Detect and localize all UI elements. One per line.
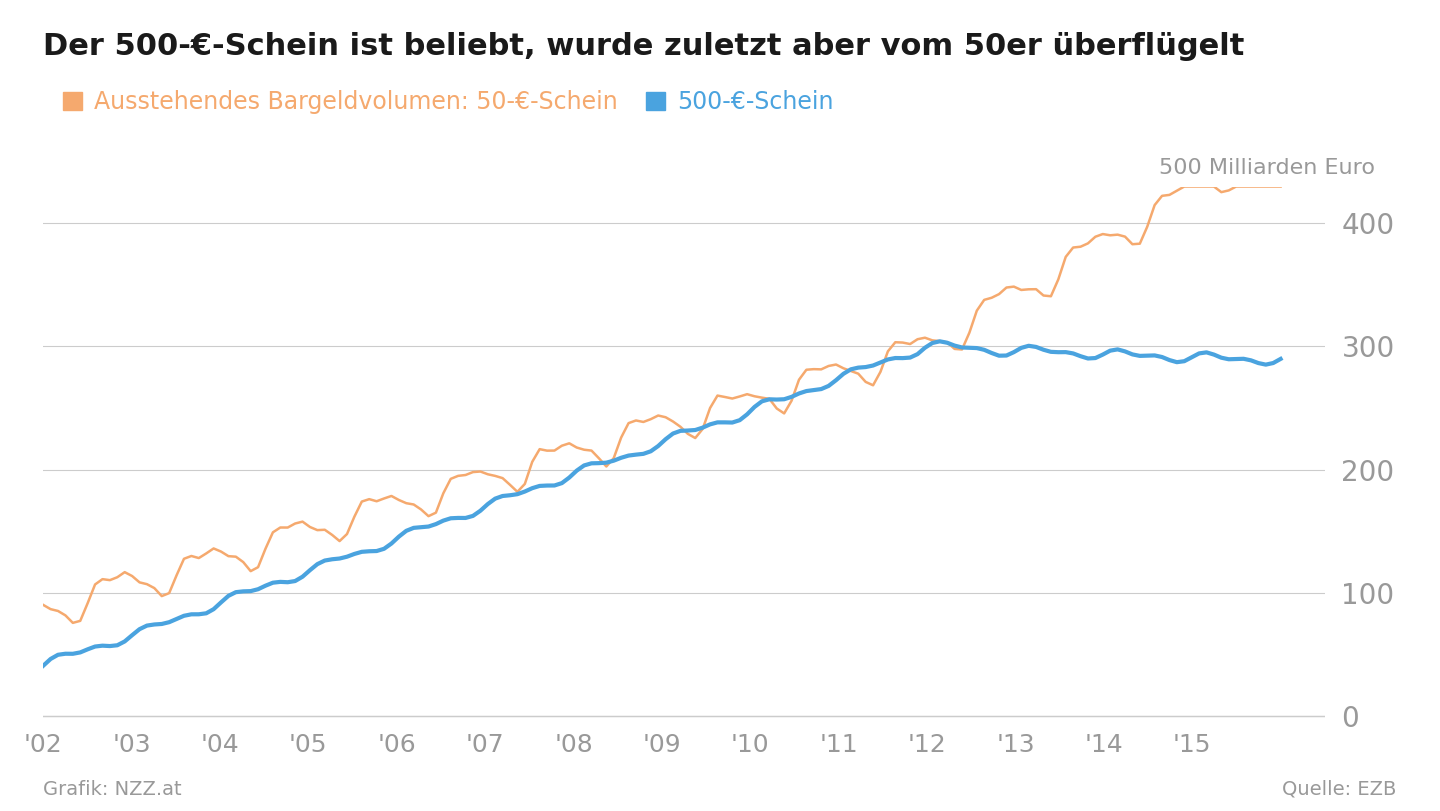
Text: Der 500-€-Schein ist beliebt, wurde zuletzt aber vom 50er überflügelt: Der 500-€-Schein ist beliebt, wurde zule… (43, 32, 1244, 62)
Text: Grafik: NZZ.at: Grafik: NZZ.at (43, 780, 181, 799)
Legend: Ausstehendes Bargeldvolumen: 50-€-Schein, 500-€-Schein: Ausstehendes Bargeldvolumen: 50-€-Schein… (53, 80, 842, 123)
Text: Quelle: EZB: Quelle: EZB (1283, 780, 1397, 799)
Text: 500 Milliarden Euro: 500 Milliarden Euro (1159, 158, 1375, 178)
